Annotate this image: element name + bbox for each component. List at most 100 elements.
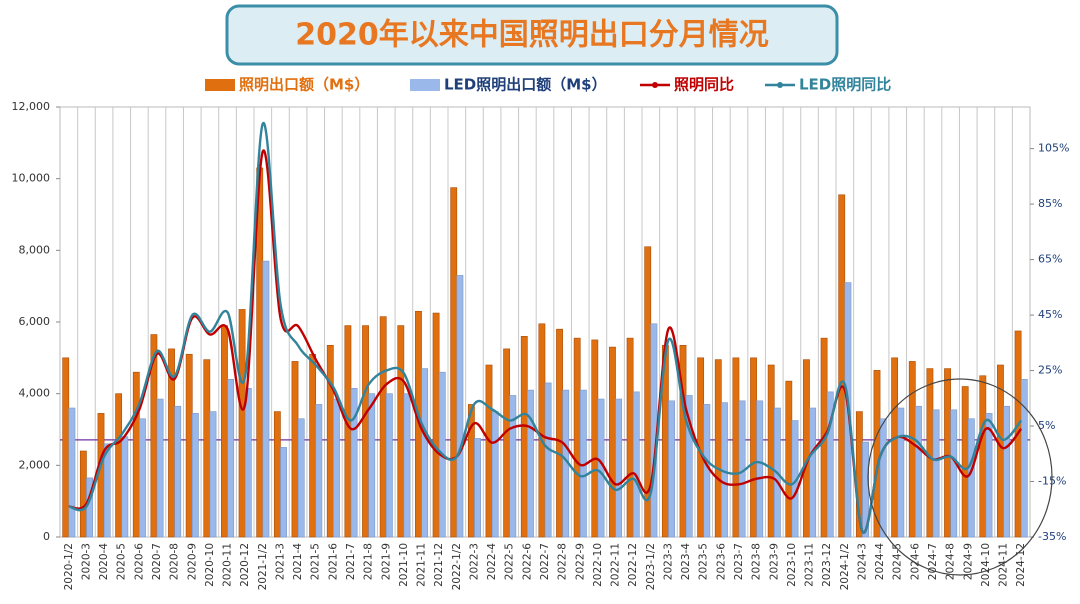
x-tick-label: 2021-10 <box>398 543 410 587</box>
x-tick-label: 2020-8 <box>169 543 181 580</box>
x-tick-label: 2023-6 <box>715 543 727 581</box>
bar <box>132 371 140 538</box>
x-tick-label: 2021-9 <box>380 543 392 580</box>
bar <box>421 368 429 538</box>
annotation-circle <box>867 378 1053 576</box>
bar <box>121 436 129 538</box>
x-tick-label: 2021-11 <box>416 543 428 587</box>
chart-title: 2020年以来中国照明出口分月情况 <box>295 18 769 53</box>
x-tick-label: 2023-3 <box>662 543 674 580</box>
x-tick-label: 2023-1/2 <box>645 543 657 590</box>
bar <box>573 337 581 538</box>
bar <box>967 418 975 538</box>
bar <box>174 405 182 538</box>
y-tick-label: 10,000 <box>12 172 51 185</box>
x-tick-label: 2024-10 <box>980 543 992 587</box>
bar <box>432 312 440 538</box>
x-tick-label: 2021-8 <box>363 543 375 580</box>
bar <box>1003 405 1011 538</box>
bar <box>979 375 987 538</box>
x-tick-label: 2022-10 <box>592 543 604 587</box>
x-tick-label: 2023-4 <box>680 543 692 581</box>
bar <box>703 404 711 538</box>
x-tick-label: 2024-11 <box>998 543 1010 587</box>
y-tick-label: 2,000 <box>19 458 51 471</box>
title-box <box>225 4 839 66</box>
bar <box>879 418 887 538</box>
bar <box>326 344 334 538</box>
bar <box>591 339 599 538</box>
bar <box>227 379 235 538</box>
bar <box>203 359 211 538</box>
legend-label: 照明同比 <box>674 76 734 94</box>
bar <box>685 395 693 538</box>
bar <box>503 348 511 538</box>
x-tick-label: 2023-10 <box>786 543 798 587</box>
y2-tick-label: 25% <box>1038 364 1062 377</box>
x-tick-label: 2020-12 <box>239 543 251 587</box>
x-tick-label: 2024-12 <box>1015 543 1027 587</box>
x-tick-label: 2022-6 <box>521 543 533 581</box>
x-tick-label: 2021-7 <box>345 543 357 580</box>
x-tick-label: 2021-4 <box>292 543 304 581</box>
bar <box>309 353 317 538</box>
x-tick-label: 2021-5 <box>310 543 322 580</box>
x-tick-label: 2024-7 <box>927 543 939 580</box>
bar <box>509 395 517 538</box>
bar <box>485 364 493 538</box>
bar <box>950 409 958 538</box>
bar <box>297 418 305 538</box>
x-tick-label: 2022-9 <box>574 543 586 580</box>
legend-swatch <box>410 79 440 91</box>
x-tick-label: 2024-3 <box>856 543 868 580</box>
bar <box>891 357 899 538</box>
bar <box>97 413 105 538</box>
bar <box>456 275 464 538</box>
bar <box>897 407 905 538</box>
bar <box>68 407 76 538</box>
bar <box>961 386 969 538</box>
bar <box>221 325 228 538</box>
x-tick-label: 2020-6 <box>133 543 145 581</box>
x-tick-label: 2020-5 <box>116 543 128 580</box>
bar <box>315 404 323 538</box>
bar <box>291 361 299 538</box>
bar <box>932 409 940 538</box>
bar <box>379 316 387 538</box>
bar <box>344 325 352 538</box>
bar <box>626 337 634 538</box>
bar <box>714 359 722 538</box>
x-tick-label: 2021-12 <box>433 543 445 587</box>
x-tick-label: 2022-3 <box>468 543 480 580</box>
line <box>68 122 1023 534</box>
y-tick-label: 12,000 <box>12 100 51 113</box>
x-tick-label: 2024-4 <box>874 543 886 581</box>
bar <box>185 353 193 538</box>
bar <box>262 260 270 538</box>
x-tick-label: 2023-12 <box>821 543 833 587</box>
x-tick-label: 2021-1/2 <box>257 543 269 590</box>
bar <box>544 382 552 538</box>
legend-marker <box>652 82 658 88</box>
x-tick-label: 2024-6 <box>909 543 921 581</box>
y-tick-label: 6,000 <box>19 315 51 328</box>
bar <box>609 346 616 538</box>
plot: 02,0004,0006,0008,00010,00012,000-35%-15… <box>12 76 1070 591</box>
bar <box>803 359 810 538</box>
bar <box>385 393 393 538</box>
bar <box>244 387 252 538</box>
x-tick-label: 2023-5 <box>698 543 710 580</box>
bar <box>756 400 764 538</box>
x-tick-label: 2020-9 <box>186 543 198 580</box>
x-tick-label: 2023-7 <box>733 543 745 580</box>
y2-tick-label: 105% <box>1038 142 1069 155</box>
bar <box>944 368 951 538</box>
x-tick-label: 2020-3 <box>80 543 92 580</box>
bar <box>103 443 111 538</box>
y2-tick-label: 85% <box>1038 197 1062 210</box>
x-tick-label: 2023-11 <box>804 543 816 587</box>
x-tick-label: 2022-1/2 <box>451 543 463 590</box>
bar <box>985 413 993 538</box>
bar <box>632 391 640 538</box>
